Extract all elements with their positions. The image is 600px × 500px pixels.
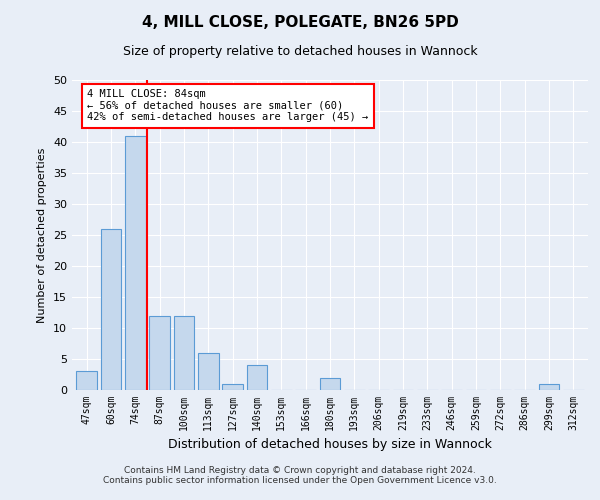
Text: Contains HM Land Registry data © Crown copyright and database right 2024.
Contai: Contains HM Land Registry data © Crown c…: [103, 466, 497, 485]
Bar: [125, 136, 146, 390]
Bar: [101, 229, 121, 390]
Bar: [149, 316, 170, 390]
Bar: [76, 372, 97, 390]
Bar: [222, 384, 243, 390]
Text: 4 MILL CLOSE: 84sqm
← 56% of detached houses are smaller (60)
42% of semi-detach: 4 MILL CLOSE: 84sqm ← 56% of detached ho…: [87, 90, 368, 122]
Text: 4, MILL CLOSE, POLEGATE, BN26 5PD: 4, MILL CLOSE, POLEGATE, BN26 5PD: [142, 15, 458, 30]
Bar: [320, 378, 340, 390]
Bar: [539, 384, 559, 390]
Y-axis label: Number of detached properties: Number of detached properties: [37, 148, 47, 322]
Bar: [247, 365, 268, 390]
Text: Size of property relative to detached houses in Wannock: Size of property relative to detached ho…: [122, 45, 478, 58]
X-axis label: Distribution of detached houses by size in Wannock: Distribution of detached houses by size …: [168, 438, 492, 452]
Bar: [198, 353, 218, 390]
Bar: [173, 316, 194, 390]
